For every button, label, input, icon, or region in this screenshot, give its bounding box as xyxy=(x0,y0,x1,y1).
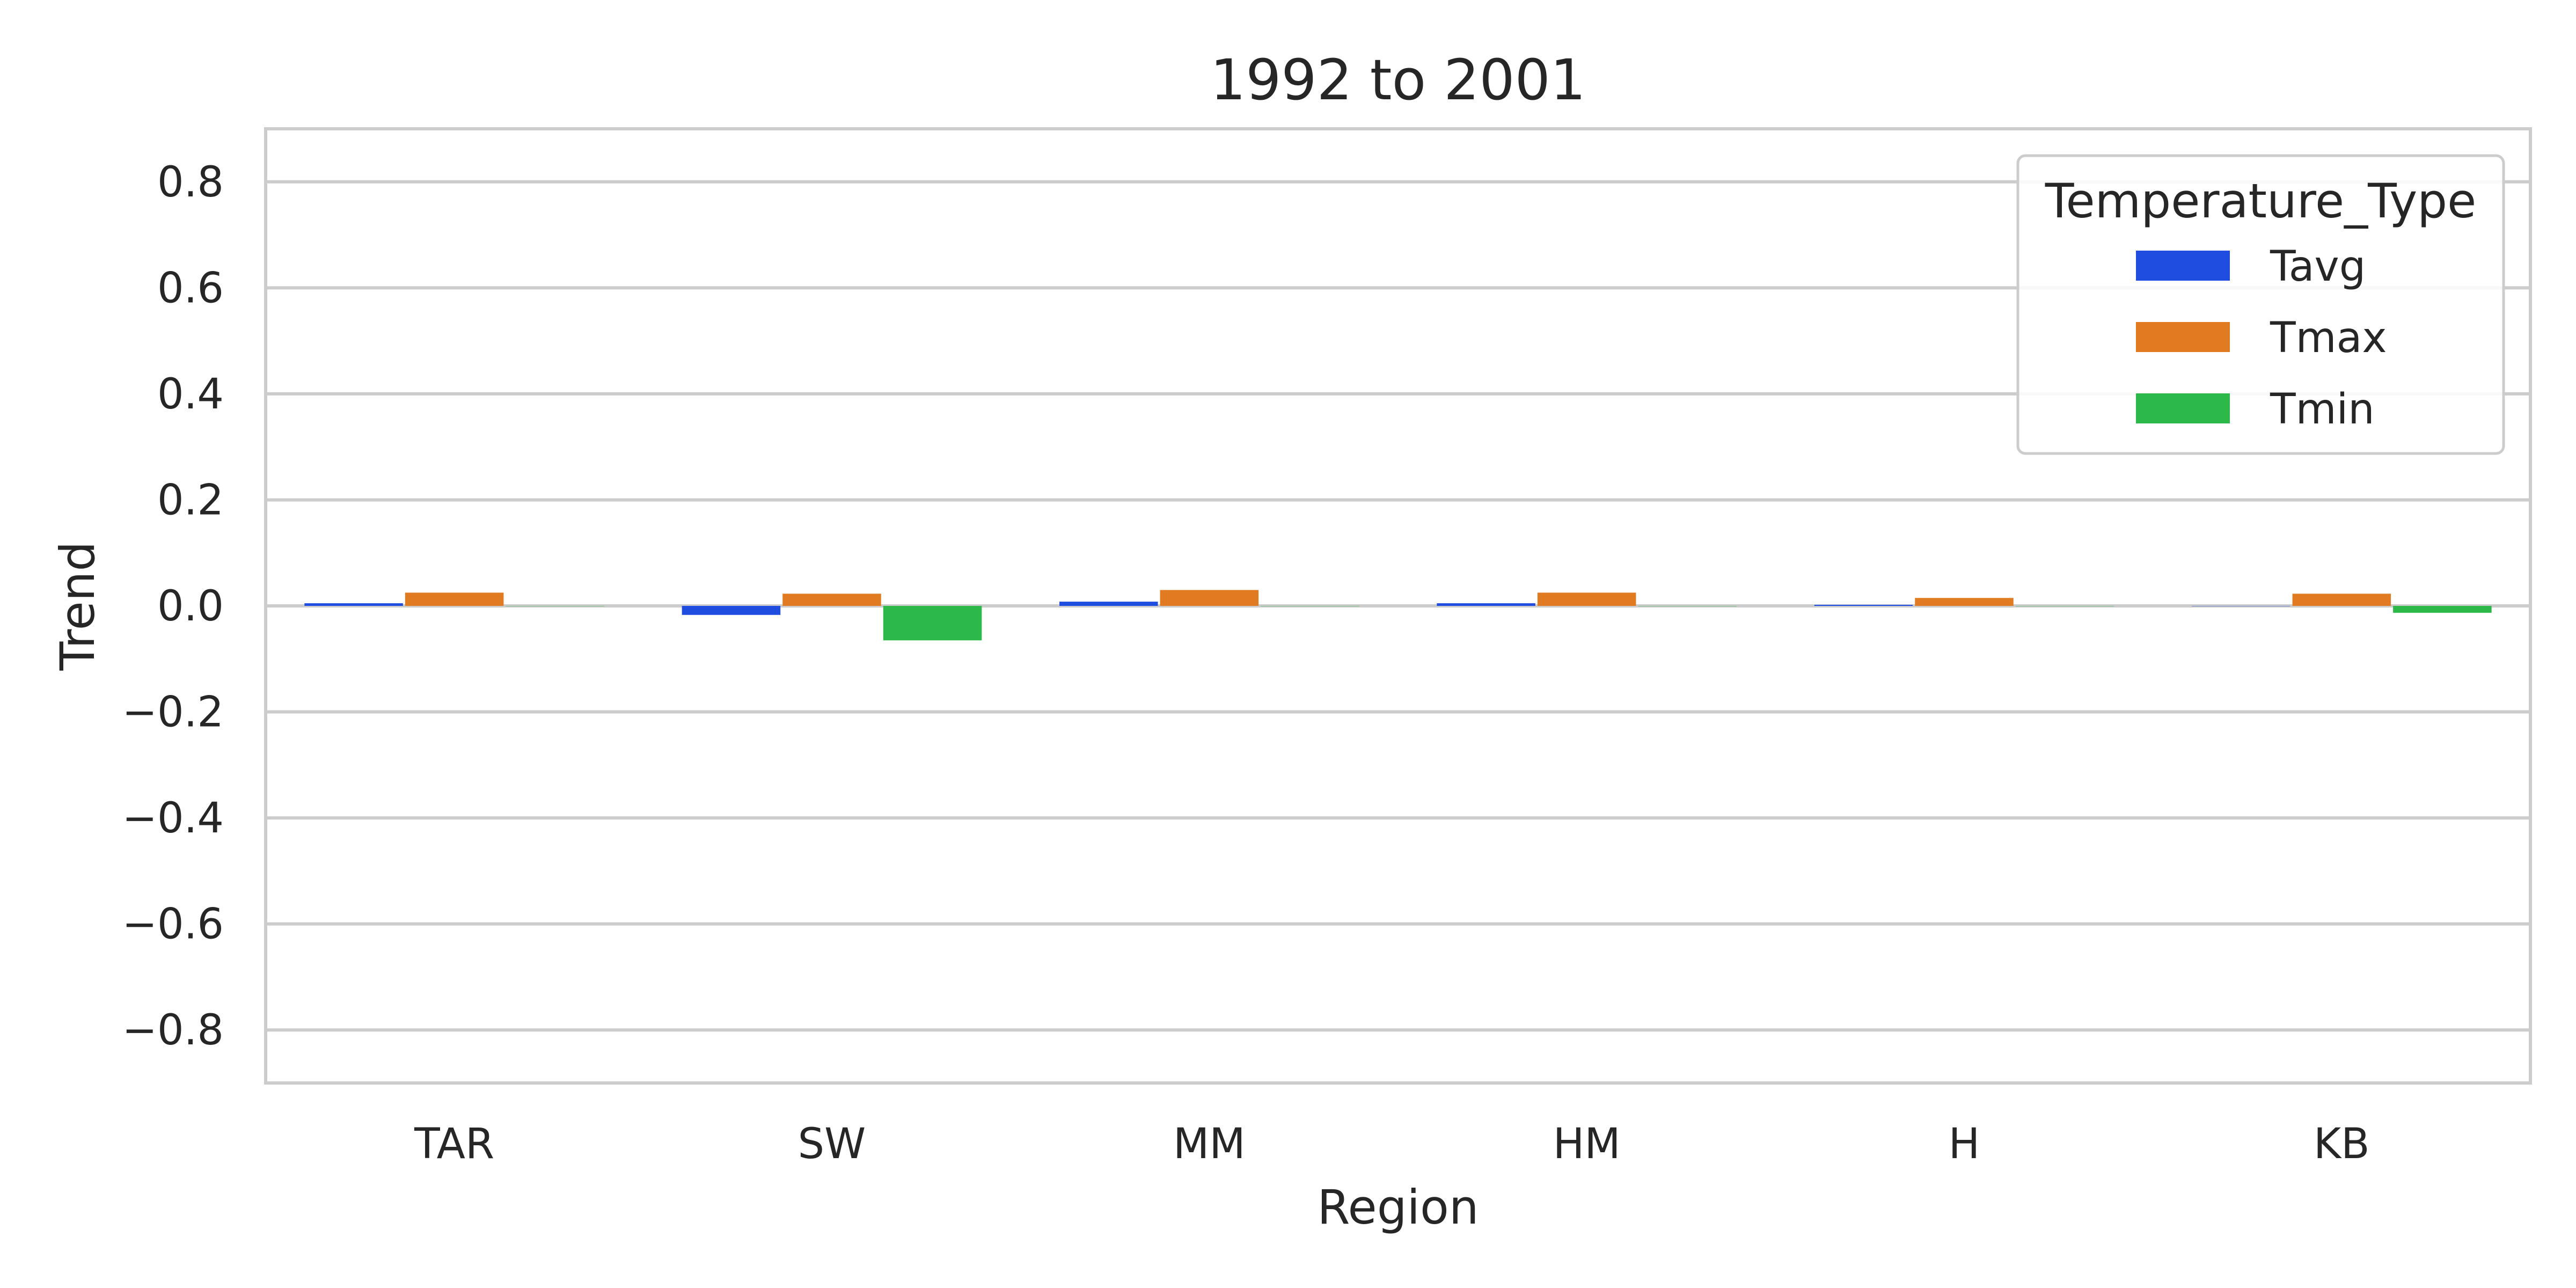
y-tick-label: 0.6 xyxy=(157,264,224,312)
bar-tavg-sw xyxy=(682,606,781,615)
bar-tmin-kb xyxy=(2393,606,2492,613)
grid-layer xyxy=(266,180,2530,1032)
legend-title: Temperature_Type xyxy=(2045,173,2477,229)
y-tick-label: −0.2 xyxy=(122,689,224,737)
legend-box xyxy=(2016,154,2505,455)
plot-frame xyxy=(264,127,2532,1085)
legend-swatch-tmin xyxy=(2136,393,2230,423)
y-tick-label: −0.4 xyxy=(122,794,224,843)
bar-tmax-hm xyxy=(1537,592,1636,606)
y-ticks: −0.8 −0.6 −0.4 −0.2 0.0 0.2 0.4 0.6 0.8 xyxy=(122,158,224,1055)
y-tick-label: −0.8 xyxy=(122,1006,224,1055)
bar-tmax-sw xyxy=(782,594,881,606)
x-tick-label: KB xyxy=(2314,1120,2370,1168)
bar-tavg-hm xyxy=(1437,603,1535,606)
bar-tmax-mm xyxy=(1160,590,1259,606)
legend-label-tavg: Tavg xyxy=(2270,243,2366,291)
bar-tmax-h xyxy=(1915,598,2014,606)
x-tick-label: HM xyxy=(1553,1120,1621,1168)
bar-tavg-h xyxy=(1814,605,1913,606)
x-tick-label: TAR xyxy=(414,1120,494,1168)
bar-tavg-tar xyxy=(304,603,403,606)
x-tick-label: MM xyxy=(1173,1120,1246,1168)
chart-title: 1992 to 2001 xyxy=(1210,47,1586,113)
x-ticks: TAR SW MM HM H KB xyxy=(414,1120,2370,1168)
legend-swatch-tmax xyxy=(2136,322,2230,352)
legend-swatch-tavg xyxy=(2136,251,2230,281)
y-tick-label: 0.2 xyxy=(157,476,224,524)
x-tick-label: SW xyxy=(798,1120,866,1168)
legend-label-tmin: Tmin xyxy=(2270,385,2375,434)
y-tick-label: 0.8 xyxy=(157,158,224,207)
legend-label-tmax: Tmax xyxy=(2270,314,2387,362)
bar-tmax-tar xyxy=(405,592,504,606)
y-axis-label: Trend xyxy=(50,541,105,671)
x-tick-label: H xyxy=(1949,1120,1980,1168)
bars-layer xyxy=(304,590,2492,641)
y-tick-label: 0.0 xyxy=(157,582,224,631)
x-axis-label: Region xyxy=(1317,1180,1479,1235)
y-tick-label: −0.6 xyxy=(122,901,224,949)
legend-items: Tavg Tmax Tmin xyxy=(2136,243,2387,434)
legend: Temperature_Type Tavg Tmax Tmin xyxy=(2016,154,2505,455)
bar-tmax-kb xyxy=(2292,594,2391,606)
bar-tavg-mm xyxy=(1059,602,1158,606)
y-tick-label: 0.4 xyxy=(157,370,224,419)
bar-tmin-sw xyxy=(883,606,982,641)
